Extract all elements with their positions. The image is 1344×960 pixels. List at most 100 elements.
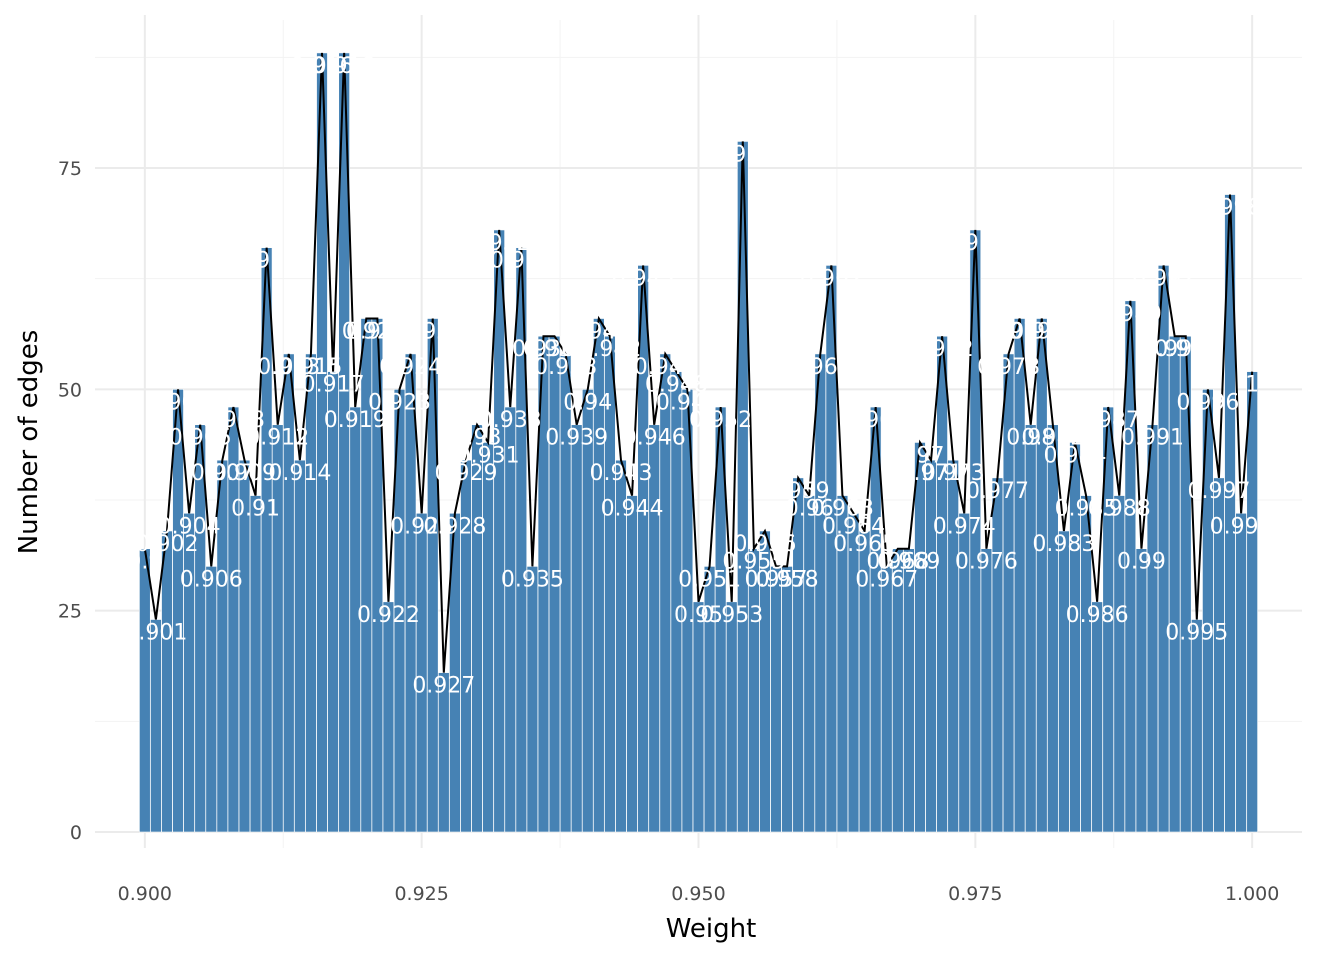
bar-label: 0.98	[1006, 426, 1055, 451]
bar-label: 0.97	[895, 443, 944, 468]
bar-label: 0.945	[612, 266, 675, 291]
bars	[139, 52, 1258, 833]
bar-label: 0.966	[844, 408, 907, 433]
bar	[1091, 601, 1103, 833]
bar-label: 0.962	[800, 266, 863, 291]
bar	[504, 406, 516, 833]
bar-label: 0.924	[379, 355, 442, 380]
bar-label: 1	[1245, 373, 1259, 398]
bar	[183, 512, 195, 833]
bar	[139, 548, 151, 833]
bar-label: 0.902	[135, 532, 198, 557]
bar-label: 0.949	[656, 390, 719, 415]
bar-label: 0.928	[423, 514, 486, 539]
bar-label: 0.93	[453, 426, 502, 451]
bar-label: 0.927	[412, 674, 475, 699]
x-axis-title: Weight	[666, 914, 757, 944]
trend-line	[143, 52, 1254, 673]
bar-labels: 0.90.9010.9020.9030.9040.9050.9060.9070.…	[124, 54, 1272, 699]
bar-label: 0.912	[246, 426, 309, 451]
bar-label: 0.952	[689, 408, 752, 433]
bar	[1058, 530, 1070, 833]
bar-label: 0.958	[756, 567, 819, 592]
bar	[1146, 424, 1159, 833]
bar-label: 0.9	[127, 550, 162, 575]
bar-label: 0.913	[257, 355, 320, 380]
bar	[1135, 548, 1148, 833]
bar	[1047, 424, 1059, 833]
bar-label: 0.948	[645, 373, 708, 398]
bar-label: 0.905	[169, 426, 232, 451]
bar	[626, 495, 638, 833]
bar-label: 0.99	[1117, 550, 1166, 575]
bar-label: 0.926	[401, 320, 464, 345]
bar-label: 0.972	[911, 337, 974, 362]
bar	[1235, 512, 1247, 833]
x-tick-label: 0.975	[948, 883, 1002, 905]
bar-label: 0.95	[674, 603, 723, 628]
bar	[570, 424, 583, 833]
bar	[582, 389, 594, 833]
bar-label: 0.934	[490, 249, 553, 274]
bar-label: 0.901	[124, 621, 187, 646]
bar-label: 0.944	[601, 497, 664, 522]
bar-label: 0.916	[291, 54, 354, 79]
bar	[415, 512, 428, 833]
bar	[770, 566, 782, 833]
bar-label: 0.999	[1210, 514, 1273, 539]
bar-label: 0.965	[833, 532, 896, 557]
bar-label: 0.933	[479, 408, 542, 433]
bar	[781, 566, 793, 833]
bar-label: 0.986	[1066, 603, 1129, 628]
bar-label: 0.911	[235, 249, 298, 274]
bar-label: 0.908	[202, 408, 265, 433]
bar-label: 0.929	[434, 461, 497, 486]
bar-label: 0.993	[1143, 337, 1206, 362]
bar-label: 0.917	[302, 373, 365, 398]
bar-label: 0.997	[1187, 479, 1250, 504]
bar-label: 0.959	[767, 479, 830, 504]
bar	[725, 601, 738, 833]
bar-label: 0.963	[811, 497, 874, 522]
bar-label: 0.967	[855, 567, 918, 592]
bar	[1013, 318, 1026, 833]
bar-label: 0.987	[1077, 408, 1140, 433]
y-tick-label: 50	[58, 379, 82, 401]
x-tick-label: 1.000	[1225, 883, 1279, 905]
bar-label: 0.922	[357, 603, 420, 628]
bar-label: 0.907	[191, 461, 254, 486]
bar	[172, 389, 184, 833]
bar-label: 0.994	[1154, 337, 1217, 362]
y-tick-label: 0	[70, 822, 82, 844]
x-tick-label: 0.925	[394, 883, 448, 905]
bar-label: 0.923	[368, 390, 431, 415]
bar-label: 0.947	[634, 355, 697, 380]
x-axis-ticks: 0.900 0.925 0.950 0.975 1.000	[118, 883, 1280, 905]
bar-label: 0.975	[944, 231, 1007, 256]
bar-label: 0.94	[563, 390, 612, 415]
bar-label: 0.974	[933, 514, 996, 539]
bar	[150, 619, 162, 833]
bar	[814, 353, 827, 833]
bar	[404, 353, 417, 833]
bar-label: 0.925	[390, 514, 453, 539]
bar-label: 0.937	[523, 337, 586, 362]
bar-label: 0.955	[722, 550, 785, 575]
bar-label: 0.92	[342, 320, 391, 345]
bar	[482, 442, 494, 833]
bar-label: 0.942	[578, 337, 641, 362]
bar-label: 0.921	[346, 320, 409, 345]
bar-label: 0.919	[324, 408, 387, 433]
bar	[881, 566, 893, 833]
bar	[294, 459, 306, 833]
bar-label: 0.953	[700, 603, 763, 628]
bar-label: 0.951	[678, 567, 741, 592]
bar-label: 0.943	[589, 461, 652, 486]
bar	[692, 601, 705, 833]
bar-label: 0.991	[1121, 426, 1184, 451]
bar	[161, 530, 173, 833]
bar-label: 0.969	[877, 550, 940, 575]
x-tick-label: 0.900	[118, 883, 172, 905]
bar	[1246, 371, 1258, 833]
bar-label: 0.978	[977, 355, 1040, 380]
